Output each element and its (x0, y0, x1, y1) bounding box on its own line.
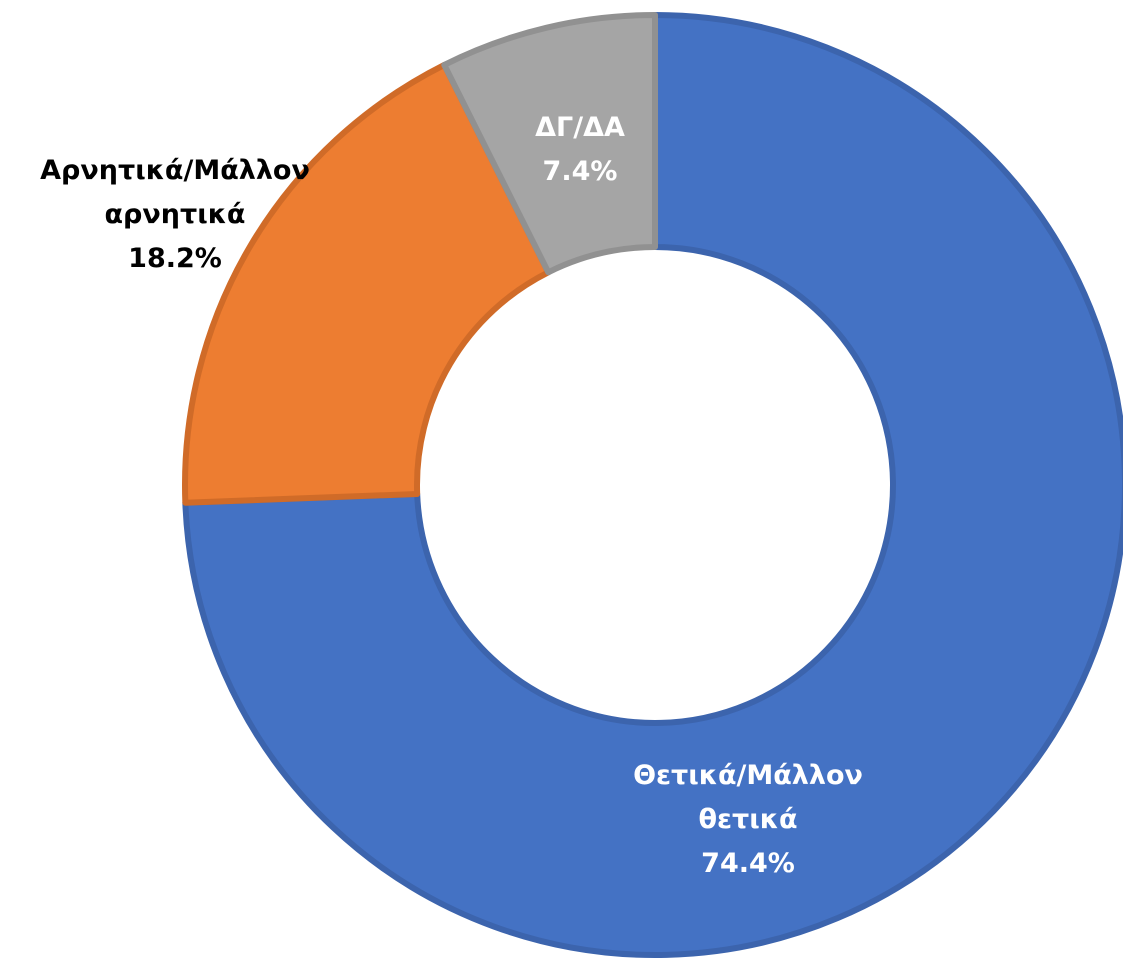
category-label: Θετικά/Μάλλον θετικά (633, 760, 863, 835)
category-label: Αρνητικά/Μάλλον αρνητικά (40, 155, 310, 230)
donut-slice (441, 12, 658, 276)
data-label: ΔΓ/ΔΑ 7.4% (480, 106, 680, 194)
value-label: 18.2% (128, 243, 222, 274)
value-label: 7.4% (542, 156, 618, 187)
donut-slice (182, 12, 1123, 958)
value-label: 74.4% (701, 848, 795, 879)
data-label: Θετικά/Μάλλον θετικά 74.4% (588, 754, 908, 886)
data-label: Αρνητικά/Μάλλον αρνητικά 18.2% (5, 149, 345, 281)
category-label: ΔΓ/ΔΑ (535, 112, 625, 143)
donut-slice (182, 61, 552, 506)
